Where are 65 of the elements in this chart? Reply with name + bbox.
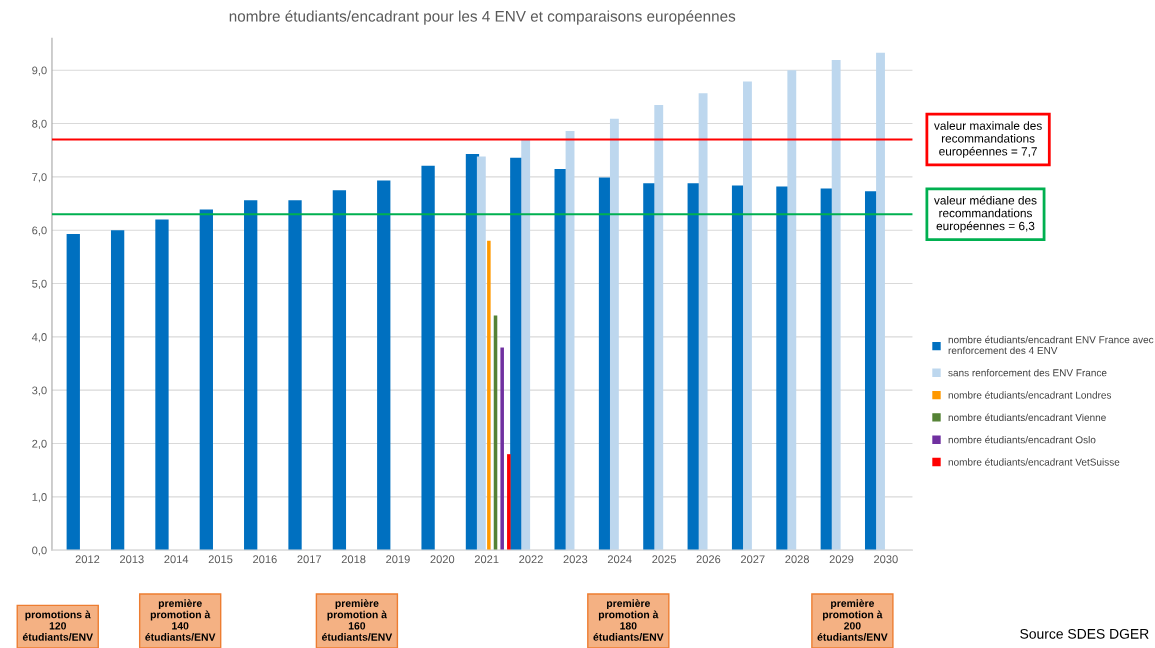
bar (244, 200, 258, 551)
x-tick-label: 2022 (519, 555, 543, 564)
x-tick-label: 2014 (164, 555, 189, 564)
legend-label: nombre étudiants/encadrant VetSuisse (948, 458, 1120, 466)
y-tick-label: 0,0 (32, 546, 47, 556)
y-tick-label: 9,0 (32, 66, 47, 76)
ref-line-label: valeur médiane des recommandations européennes = 6,3 (934, 195, 1037, 233)
bar (332, 190, 347, 551)
y-tick-label: 1,0 (32, 493, 47, 503)
x-tick-label: 2026 (696, 555, 721, 564)
bar (876, 52, 885, 551)
bar (288, 200, 302, 551)
y-tick-label: 4,0 (31, 333, 47, 343)
x-tick-label: 2017 (297, 555, 322, 564)
x-tick-label: 2025 (652, 555, 676, 564)
bar (110, 230, 125, 551)
legend-label: sans renforcement des ENV France (948, 369, 1107, 377)
text: première promotion à 140 étudiants/ENV (145, 599, 216, 641)
x-tick-label: 2020 (430, 555, 455, 564)
text: promotions à 120 étudiants/ENV (22, 610, 93, 641)
source-note: Source SDES DGER (1020, 628, 1149, 639)
x-tick-label: 2019 (386, 555, 410, 564)
legend-label: nombre étudiants/encadrant ENV France avec renforcement des 4 ENV (948, 335, 1154, 355)
x-tick-label: 2021 (474, 555, 499, 564)
bar (831, 60, 841, 551)
x-tick-label: 2013 (120, 555, 144, 564)
bar (199, 209, 213, 551)
y-tick-label: 8,0 (32, 119, 47, 129)
x-tick-label: 2018 (341, 555, 366, 564)
bar (155, 219, 169, 551)
x-tick-label: 2029 (829, 555, 854, 564)
y-tick-label: 2,0 (32, 439, 47, 449)
legend-label: nombre étudiants/encadrant Oslo (948, 435, 1096, 444)
x-tick-label: 2023 (563, 555, 588, 564)
text: première promotion à 180 étudiants/ENV (593, 599, 664, 641)
bar (507, 454, 511, 551)
x-tick-label: 2012 (75, 555, 100, 564)
x-tick-label: 2030 (874, 555, 898, 564)
legend-label: nombre étudiants/encadrant Vienne (948, 413, 1106, 421)
bar (654, 104, 664, 551)
text: première promotion à 160 étudiants/ENV (322, 599, 393, 641)
bar (487, 240, 491, 551)
x-tick-label: 2027 (740, 555, 765, 564)
bar (521, 139, 531, 551)
x-tick-label: 2028 (785, 555, 810, 564)
legend-label: nombre étudiants/encadrant Londres (948, 391, 1112, 399)
y-tick-label: 3,0 (32, 386, 47, 396)
y-tick-label: 7,0 (32, 173, 47, 183)
x-tick-label: 2024 (607, 555, 632, 564)
bar (609, 118, 619, 551)
bar (66, 233, 80, 551)
bar (743, 81, 752, 551)
bar (698, 93, 708, 551)
bar (377, 180, 391, 551)
bar (421, 165, 435, 551)
y-tick-label: 5,0 (32, 279, 47, 289)
chart-title: nombre étudiants/encadrant pour les 4 ENV et comparaisons européennes (229, 10, 736, 25)
y-tick-label: 6,0 (32, 226, 47, 236)
bar (476, 156, 486, 551)
x-tick-label: 2015 (208, 555, 233, 564)
x-tick-label: 2016 (253, 555, 277, 564)
ref-line-label: valeur maximale des recommandations européennes = 7,7 (934, 121, 1042, 158)
bar (500, 347, 504, 551)
bar (787, 70, 797, 551)
text: première promotion à 200 étudiants/ENV (817, 599, 888, 641)
